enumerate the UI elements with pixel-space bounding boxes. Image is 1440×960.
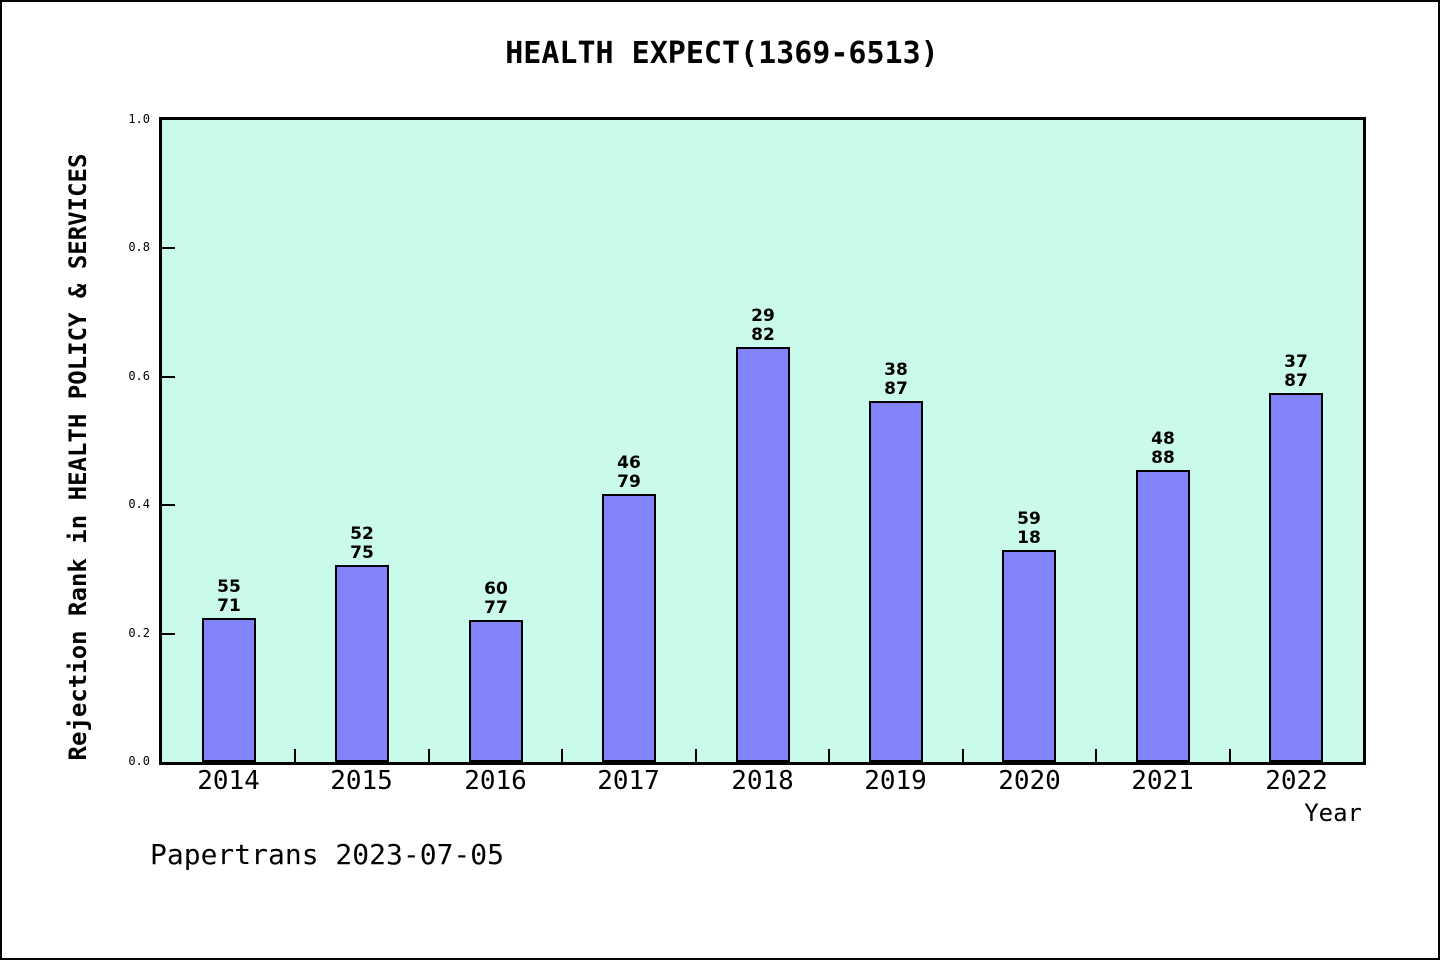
bar-value-label-2015: 52 75 [350,524,374,563]
x-tick-label-2021: 2021 [1131,766,1194,796]
bar-2018 [736,347,790,762]
y-tick-mark [162,375,175,378]
y-tick-label: 0.6 [128,368,150,383]
y-tick-label: 0.8 [128,240,150,255]
chart-title: HEALTH EXPECT(1369-6513) [505,36,939,71]
x-tick-label-2018: 2018 [731,766,794,796]
x-tick-label-2015: 2015 [330,766,393,796]
bar-value-label-2022: 37 87 [1284,352,1308,391]
x-tick-label-2020: 2020 [998,766,1061,796]
x-tick-label-2019: 2019 [864,766,927,796]
bar-value-label-2020: 59 18 [1017,509,1041,548]
y-tick-mark [162,247,175,250]
bar-2014 [202,618,256,762]
x-tick-mark [694,749,697,762]
x-tick-label-2014: 2014 [197,766,260,796]
y-tick-mark [162,632,175,635]
x-tick-mark [294,749,297,762]
watermark-text: Papertrans 2023-07-05 [150,838,505,871]
x-axis-title: Year [1304,799,1362,827]
bar-2022 [1269,393,1323,762]
y-axis-title: Rejection Rank in HEALTH POLICY & SERVIC… [64,153,92,761]
x-tick-label-2017: 2017 [597,766,660,796]
x-tick-mark [961,749,964,762]
x-tick-label-2022: 2022 [1265,766,1328,796]
bar-2019 [869,401,923,762]
plot-area: 55 71 52 75 60 77 46 79 29 82 38 87 59 18 48 88 37 87 [159,117,1366,765]
x-tick-mark [561,749,564,762]
y-tick-label: 0.4 [128,497,150,512]
x-tick-mark [427,749,430,762]
x-tick-mark [1095,749,1098,762]
x-tick-mark [1228,749,1231,762]
bar-value-label-2021: 48 88 [1151,429,1175,468]
bar-2017 [602,494,656,762]
bar-value-label-2014: 55 71 [217,577,241,616]
bar-2020 [1002,550,1056,762]
x-tick-mark [828,749,831,762]
bar-value-label-2017: 46 79 [617,453,641,492]
y-tick-label: 0.0 [128,754,150,768]
bar-2015 [335,565,389,762]
bar-2016 [469,620,523,762]
bar-2021 [1136,470,1190,762]
y-tick-label: 0.2 [128,625,150,640]
bar-value-label-2016: 60 77 [484,579,508,618]
y-tick-mark [162,504,175,507]
bar-value-label-2019: 38 87 [884,360,908,399]
y-tick-label: 1.0 [128,112,150,126]
x-tick-label-2016: 2016 [464,766,527,796]
bar-value-label-2018: 29 82 [751,306,775,345]
